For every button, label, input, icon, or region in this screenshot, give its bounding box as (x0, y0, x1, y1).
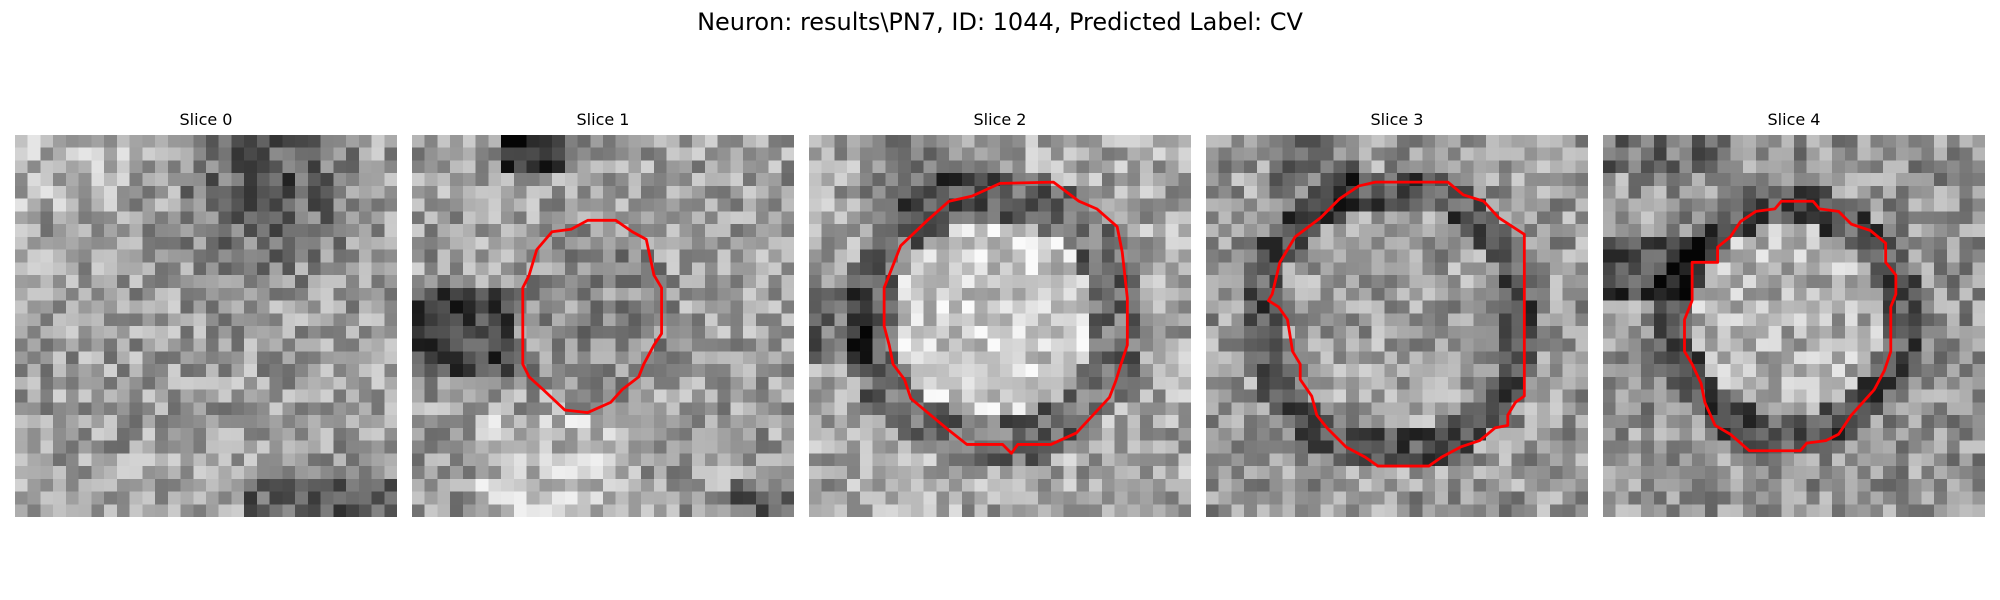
slice-image (15, 135, 397, 517)
slice-title: Slice 1 (576, 110, 630, 129)
slice-image (1603, 135, 1985, 517)
slice-image-grayscale (1603, 135, 1985, 517)
slice-image-grayscale (412, 135, 794, 517)
slice-panel-0: Slice 0 (15, 110, 397, 517)
segmentation-contour (882, 180, 1129, 455)
slice-image (412, 135, 794, 517)
segmentation-contour (1683, 199, 1898, 453)
segmentation-contour (1266, 180, 1526, 468)
slice-title: Slice 3 (1370, 110, 1424, 129)
slice-image (1206, 135, 1588, 517)
slice-image-grayscale (809, 135, 1191, 517)
slice-title: Slice 0 (179, 110, 233, 129)
slice-panel-3: Slice 3 (1206, 110, 1588, 517)
slice-panel-2: Slice 2 (809, 110, 1191, 517)
slice-panel-1: Slice 1 (412, 110, 794, 517)
figure-title: Neuron: results\PN7, ID: 1044, Predicted… (697, 8, 1303, 36)
slice-title: Slice 2 (973, 110, 1027, 129)
slice-title: Slice 4 (1767, 110, 1821, 129)
slice-panel-4: Slice 4 (1603, 110, 1985, 517)
slice-image-grayscale (15, 135, 397, 517)
slice-image (809, 135, 1191, 517)
slice-image-grayscale (1206, 135, 1588, 517)
segmentation-contour (521, 218, 663, 414)
